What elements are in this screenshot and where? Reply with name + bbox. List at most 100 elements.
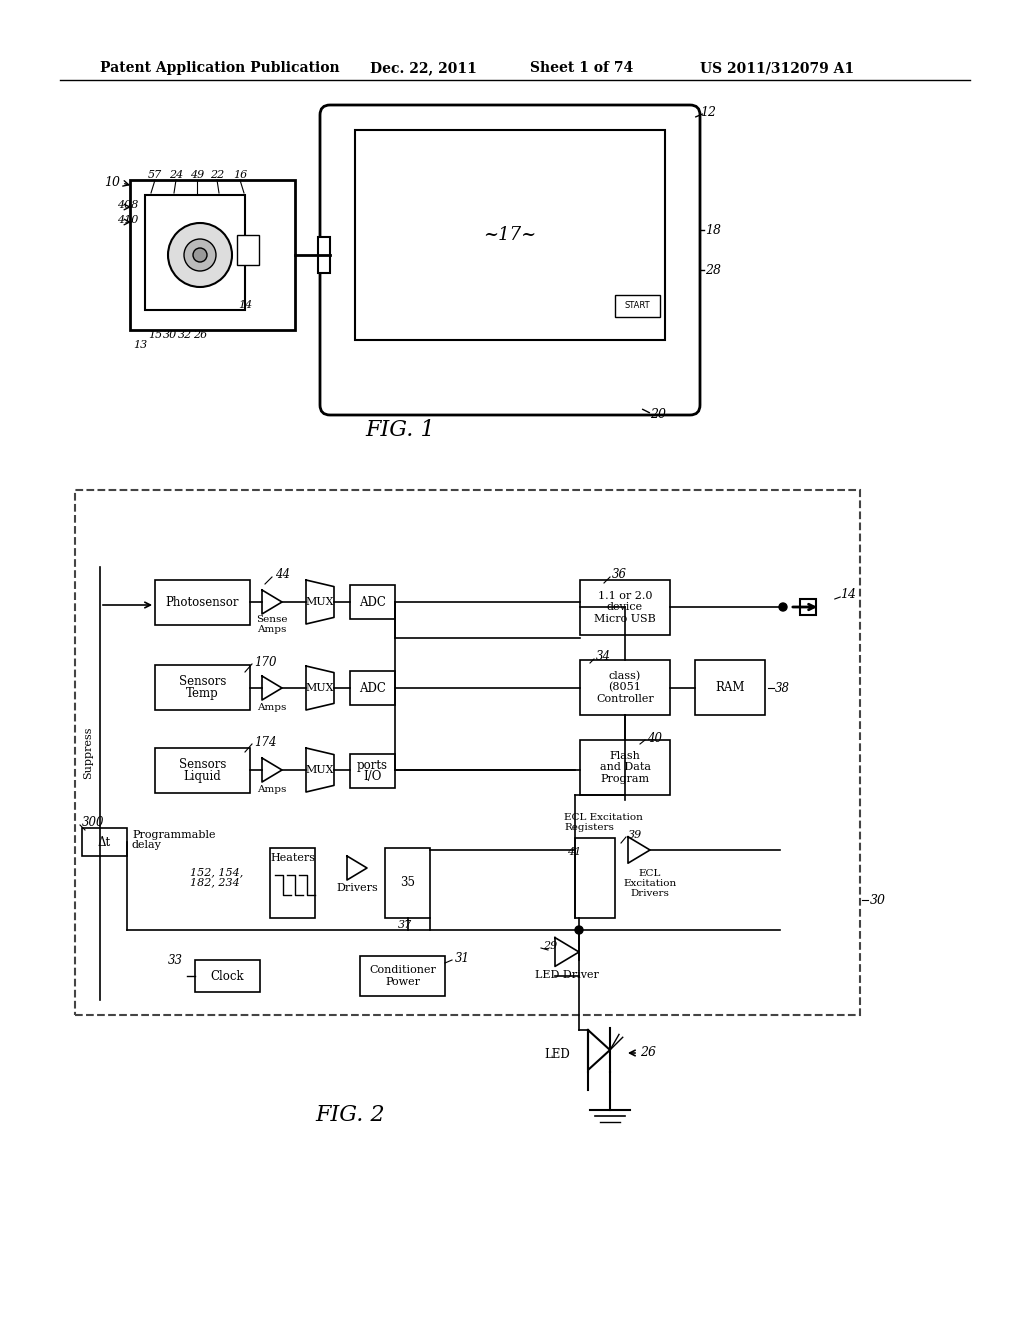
Text: 170: 170 <box>254 656 276 668</box>
Bar <box>580 579 670 635</box>
Text: 182, 234: 182, 234 <box>190 876 240 887</box>
Text: 57: 57 <box>147 170 162 180</box>
Bar <box>800 599 816 615</box>
Polygon shape <box>306 667 334 710</box>
Text: Δt: Δt <box>98 836 111 849</box>
Text: 36: 36 <box>612 569 627 582</box>
Bar <box>145 195 245 310</box>
Text: Patent Application Publication: Patent Application Publication <box>100 61 340 75</box>
Text: 408: 408 <box>118 201 138 210</box>
Bar <box>580 660 670 715</box>
Text: 26: 26 <box>640 1047 656 1060</box>
Text: Amps: Amps <box>257 626 287 635</box>
Text: Sheet 1 of 74: Sheet 1 of 74 <box>530 61 633 75</box>
Text: delay: delay <box>132 840 162 850</box>
Polygon shape <box>347 855 367 880</box>
Polygon shape <box>306 748 334 792</box>
Text: ADC: ADC <box>359 595 386 609</box>
Polygon shape <box>555 937 579 966</box>
Text: Sensors: Sensors <box>179 675 226 688</box>
Text: 20: 20 <box>650 408 666 421</box>
Text: START: START <box>625 301 650 310</box>
Text: 37: 37 <box>398 920 412 931</box>
Text: 34: 34 <box>596 651 611 664</box>
Polygon shape <box>262 676 282 700</box>
FancyBboxPatch shape <box>319 106 700 414</box>
Bar <box>615 294 660 317</box>
Text: 12: 12 <box>700 106 716 119</box>
Text: Heaters: Heaters <box>270 853 315 863</box>
Text: Micro USB: Micro USB <box>594 614 656 624</box>
Text: 32: 32 <box>178 330 193 341</box>
Text: Flash: Flash <box>609 751 640 762</box>
Text: 41: 41 <box>567 847 582 857</box>
Text: US 2011/312079 A1: US 2011/312079 A1 <box>700 61 854 75</box>
Bar <box>318 238 330 273</box>
Text: 30: 30 <box>163 330 177 341</box>
Text: class): class) <box>609 671 641 681</box>
Text: ECL Excitation: ECL Excitation <box>564 813 643 822</box>
Text: 13: 13 <box>133 341 147 350</box>
Text: 24: 24 <box>169 170 183 180</box>
Bar <box>155 748 250 793</box>
Text: 29: 29 <box>543 941 557 950</box>
Text: 15: 15 <box>147 330 162 341</box>
Text: Amps: Amps <box>257 702 287 711</box>
Text: Photosensor: Photosensor <box>166 597 240 609</box>
Bar <box>155 665 250 710</box>
Text: LED Driver: LED Driver <box>536 970 599 979</box>
Text: 31: 31 <box>455 952 470 965</box>
Text: 28: 28 <box>705 264 721 276</box>
Text: I/O: I/O <box>364 771 382 784</box>
Circle shape <box>779 603 787 611</box>
Text: Liquid: Liquid <box>183 770 221 783</box>
Text: 16: 16 <box>232 170 247 180</box>
Bar <box>350 585 395 619</box>
Text: 30: 30 <box>870 894 886 907</box>
Text: 1.1 or 2.0: 1.1 or 2.0 <box>598 591 652 602</box>
Text: (8051: (8051 <box>608 682 641 693</box>
Text: 14: 14 <box>238 300 252 310</box>
Text: 26: 26 <box>193 330 207 341</box>
Text: LED: LED <box>544 1048 570 1061</box>
Text: 22: 22 <box>210 170 224 180</box>
Bar <box>130 180 295 330</box>
Polygon shape <box>588 1030 610 1071</box>
Text: 152, 154,: 152, 154, <box>190 867 244 876</box>
Text: Suppress: Suppress <box>83 726 93 779</box>
Text: 410: 410 <box>118 215 138 224</box>
Text: MUX: MUX <box>306 766 334 775</box>
Text: Excitation: Excitation <box>624 879 677 888</box>
Bar <box>575 838 615 917</box>
Text: Program: Program <box>600 774 649 784</box>
Text: Registers: Registers <box>564 824 613 833</box>
Text: ports: ports <box>357 759 388 772</box>
Text: Drivers: Drivers <box>631 890 670 899</box>
Circle shape <box>193 248 207 261</box>
Text: ~17~: ~17~ <box>483 226 537 244</box>
Polygon shape <box>262 590 282 614</box>
Text: 44: 44 <box>275 569 290 582</box>
Polygon shape <box>262 758 282 781</box>
Text: Programmable: Programmable <box>132 830 215 840</box>
Bar <box>237 235 259 265</box>
Bar <box>75 490 860 1015</box>
Text: ADC: ADC <box>359 681 386 694</box>
Text: device: device <box>607 602 643 612</box>
Text: Power: Power <box>385 977 420 986</box>
Text: Sensors: Sensors <box>179 758 226 771</box>
Circle shape <box>168 223 232 286</box>
Text: 39: 39 <box>628 830 642 840</box>
Text: Amps: Amps <box>257 785 287 795</box>
Bar <box>155 579 250 624</box>
Circle shape <box>184 239 216 271</box>
Bar <box>82 828 127 855</box>
Text: 10: 10 <box>104 176 120 189</box>
Text: MUX: MUX <box>306 597 334 607</box>
Text: and Data: and Data <box>599 763 650 772</box>
Text: 40: 40 <box>647 731 662 744</box>
Text: Controller: Controller <box>596 694 654 704</box>
Text: FIG. 1: FIG. 1 <box>366 418 435 441</box>
Text: 33: 33 <box>168 953 183 966</box>
Text: 38: 38 <box>775 681 790 694</box>
